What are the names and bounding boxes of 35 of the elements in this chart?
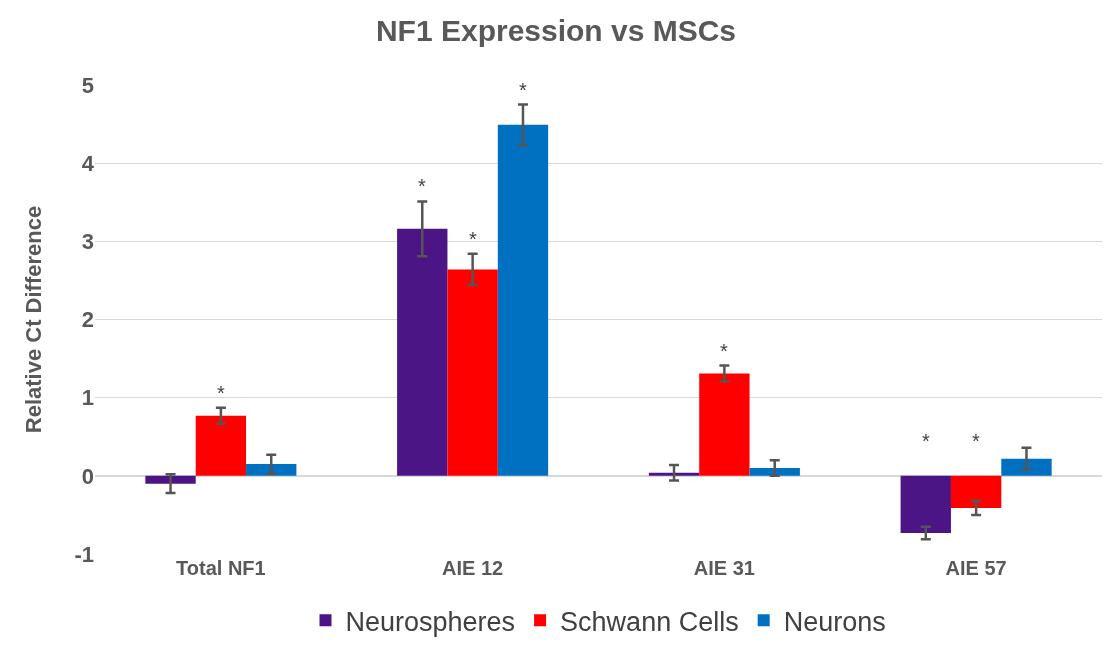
bar (1001, 458, 1052, 476)
data-label: * (720, 340, 728, 362)
x-tick-label: AIE 12 (442, 557, 504, 579)
bar (497, 124, 549, 476)
bar (195, 415, 247, 476)
legend-label: Schwann Cells (560, 606, 739, 637)
bar (900, 475, 951, 533)
data-label: * (972, 430, 980, 452)
bar (749, 468, 800, 476)
bar (397, 228, 448, 476)
bar (648, 472, 700, 476)
data-label: * (418, 175, 426, 197)
y-axis-title: Relative Ct Difference (21, 205, 46, 434)
y-tick-label: 1 (81, 385, 94, 411)
x-tick-label: AIE 31 (693, 557, 755, 579)
data-label: * (922, 430, 930, 452)
chart-title: NF1 Expression vs MSCs (375, 13, 737, 47)
legend-label: Neurospheres (345, 606, 516, 637)
data-label: * (217, 382, 225, 404)
y-tick-label: 0 (81, 463, 94, 489)
bar (246, 464, 297, 476)
bar (145, 475, 196, 484)
y-tick-label: -1 (74, 541, 94, 567)
data-label: * (469, 228, 477, 250)
x-tick-label: AIE 57 (945, 557, 1007, 579)
bar (950, 475, 1002, 508)
bar (699, 373, 750, 476)
bar (447, 269, 498, 476)
y-tick-label: 5 (81, 72, 94, 98)
y-tick-label: 4 (81, 150, 95, 176)
x-tick-label: Total NF1 (176, 557, 266, 579)
y-tick-label: 2 (81, 307, 94, 333)
data-label: * (519, 79, 527, 101)
legend-label: Neurons (783, 606, 886, 637)
y-tick-label: 3 (81, 229, 94, 255)
